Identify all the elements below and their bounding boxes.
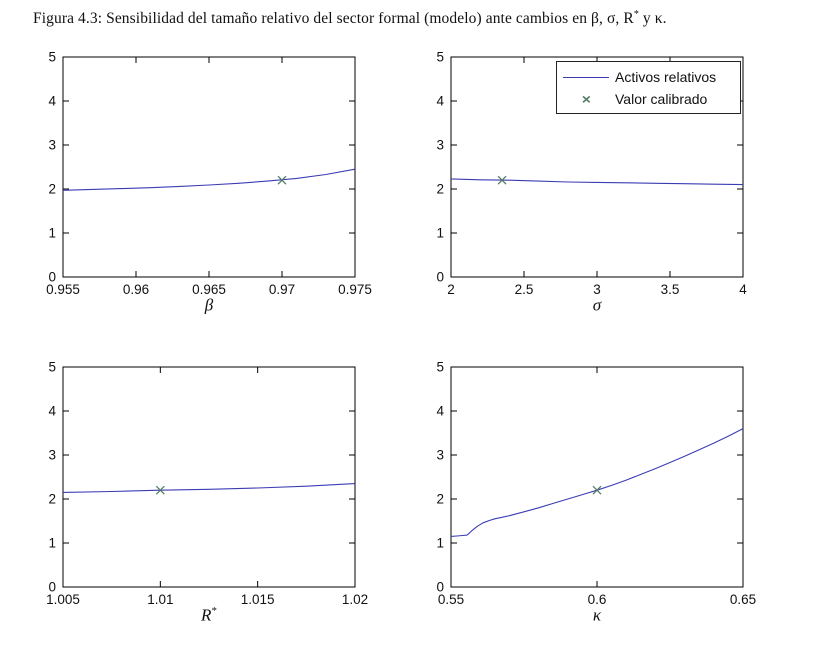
svg-text:0.96: 0.96 (123, 282, 149, 297)
svg-text:4: 4 (739, 282, 747, 297)
kappa-axis-label: κ (451, 605, 743, 626)
svg-text:1: 1 (48, 226, 56, 241)
beta-axis-label: β (63, 295, 355, 316)
rstar-chart: 1.005 1.01 1.015 1.02 0 1 2 3 4 5 (46, 360, 368, 608)
svg-text:4: 4 (48, 404, 56, 419)
svg-text:4: 4 (436, 94, 444, 109)
svg-text:0.6: 0.6 (588, 592, 607, 607)
x-marker-icon: × (581, 90, 591, 108)
subplot-kappa: 0.55 0.6 0.65 0 1 2 3 4 5 κ (403, 355, 783, 655)
svg-text:1: 1 (436, 226, 444, 241)
svg-text:3: 3 (436, 448, 444, 463)
svg-text:3.5: 3.5 (661, 282, 680, 297)
svg-text:3: 3 (48, 138, 56, 153)
svg-text:0.65: 0.65 (730, 592, 756, 607)
rstar-axis-label: R* (63, 605, 355, 626)
svg-text:5: 5 (48, 360, 56, 375)
axes-box (62, 366, 356, 588)
activos-relativos-line (450, 428, 744, 537)
svg-text:0.955: 0.955 (46, 282, 80, 297)
figure-caption-text: Figura 4.3: Sensibilidad del tamaño rela… (33, 10, 634, 28)
svg-text:2: 2 (48, 182, 56, 197)
svg-text:0.55: 0.55 (438, 592, 464, 607)
svg-text:2.5: 2.5 (515, 282, 534, 297)
subplot-sigma: 2 2.5 3 3.5 4 0 1 2 3 4 5 σ Activos relativos × Va… (403, 45, 783, 345)
svg-text:2: 2 (48, 492, 56, 507)
subplot-beta: 0.955 0.96 0.965 0.97 0.975 0 1 2 3 4 5 β (15, 45, 395, 345)
svg-text:2: 2 (447, 282, 455, 297)
svg-text:0.97: 0.97 (269, 282, 295, 297)
svg-text:1.02: 1.02 (342, 592, 368, 607)
legend-item-calibrado: × Valor calibrado (557, 88, 740, 110)
activos-relativos-line (450, 178, 744, 186)
svg-text:2: 2 (436, 492, 444, 507)
valor-calibrado-marker (592, 485, 602, 495)
svg-text:0: 0 (48, 580, 56, 595)
rstar-axis-label-sup: * (211, 605, 217, 617)
rstar-axis-label-text: R (201, 605, 212, 625)
svg-text:3: 3 (436, 138, 444, 153)
beta-axis-label-text: β (204, 295, 214, 315)
svg-text:5: 5 (48, 50, 56, 65)
svg-text:0: 0 (48, 270, 56, 285)
valor-calibrado-marker (497, 175, 507, 185)
valor-calibrado-marker (155, 485, 165, 495)
svg-text:0: 0 (436, 270, 444, 285)
kappa-axis-label-text: κ (592, 605, 602, 625)
svg-text:0.975: 0.975 (338, 282, 372, 297)
sigma-axis-label: σ (451, 295, 743, 316)
svg-text:1: 1 (48, 536, 56, 551)
legend-x-swatch: × (557, 92, 615, 107)
svg-text:0.965: 0.965 (192, 282, 226, 297)
svg-text:3: 3 (48, 448, 56, 463)
legend: Activos relativos × Valor calibrado (556, 61, 741, 114)
figure-caption-superscript: * (633, 9, 639, 20)
activos-relativos-line (62, 483, 356, 493)
activos-relativos-line (62, 168, 356, 191)
axes-box (62, 56, 356, 278)
line-sample-icon (563, 76, 609, 78)
svg-text:0: 0 (436, 580, 444, 595)
svg-text:1.015: 1.015 (241, 592, 275, 607)
svg-text:1.005: 1.005 (46, 592, 80, 607)
legend-line-swatch (557, 76, 615, 78)
svg-text:3: 3 (593, 282, 601, 297)
legend-label-calibrado: Valor calibrado (615, 91, 708, 107)
beta-chart: 0.955 0.96 0.965 0.97 0.975 0 1 2 3 4 5 (46, 50, 372, 298)
svg-text:1: 1 (436, 536, 444, 551)
legend-label-activos: Activos relativos (615, 69, 717, 85)
svg-text:4: 4 (436, 404, 444, 419)
valor-calibrado-marker (277, 175, 287, 185)
svg-text:5: 5 (436, 360, 444, 375)
svg-text:5: 5 (436, 50, 444, 65)
figure-caption-tail: y κ. (638, 10, 667, 28)
svg-text:2: 2 (436, 182, 444, 197)
sigma-chart: 2 2.5 3 3.5 4 0 1 2 3 4 5 (436, 50, 747, 298)
subplot-rstar: 1.005 1.01 1.015 1.02 0 1 2 3 4 5 R* (15, 355, 395, 655)
axes-box (450, 366, 744, 588)
svg-text:1.01: 1.01 (147, 592, 173, 607)
kappa-chart: 0.55 0.6 0.65 0 1 2 3 4 5 (436, 360, 756, 608)
sigma-axis-label-text: σ (592, 295, 602, 315)
figure-caption: Figura 4.3: Sensibilidad del tamaño rela… (33, 9, 793, 28)
svg-text:4: 4 (48, 94, 56, 109)
legend-item-activos: Activos relativos (557, 66, 740, 88)
